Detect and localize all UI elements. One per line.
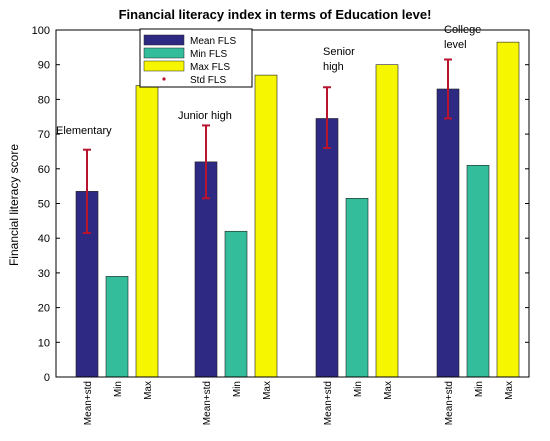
legend-swatch — [143, 34, 185, 46]
group-label: College — [444, 24, 481, 36]
category-tick-label: Min — [113, 381, 124, 397]
error-bars-layer — [83, 58, 452, 234]
legend-label: Std FLS — [190, 75, 226, 86]
legend: Mean FLS Min FLS Max FLS Std FLS — [139, 28, 253, 88]
chart-title: Financial literacy index in terms of Edu… — [118, 7, 432, 22]
group-label: high — [323, 61, 344, 73]
group-label: level — [444, 39, 467, 51]
category-tick-label: Max — [383, 381, 394, 400]
y-tick-label: 50 — [38, 199, 50, 211]
category-tick-label: Mean+std — [323, 381, 334, 425]
y-tick-label: 80 — [38, 94, 50, 106]
legend-swatch — [143, 60, 185, 72]
category-tick-label: Min — [353, 381, 364, 397]
group-label: Junior high — [178, 110, 232, 122]
category-tick-label: Max — [504, 381, 515, 400]
legend-label: Min FLS — [190, 49, 228, 60]
category-tick-label: Mean+std — [444, 381, 455, 425]
category-tick-label: Max — [262, 381, 273, 400]
y-tick-label: 0 — [44, 372, 50, 384]
category-tick-label: Mean+std — [202, 381, 213, 425]
y-tick-label: 10 — [38, 337, 50, 349]
bars-layer — [75, 41, 520, 378]
max-bar — [135, 85, 159, 378]
min-bar — [224, 230, 248, 378]
y-tick-label: 100 — [32, 25, 50, 37]
min-bar — [105, 276, 129, 378]
y-tick-label: 60 — [38, 164, 50, 176]
y-tick-label: 40 — [38, 233, 50, 245]
group-label: Elementary — [56, 125, 112, 137]
y-tick-label: 30 — [38, 268, 50, 280]
legend-marker — [162, 77, 166, 81]
min-bar — [466, 165, 490, 378]
max-bar — [254, 74, 278, 378]
min-bar — [345, 197, 369, 378]
legend-label: Max FLS — [190, 62, 230, 73]
category-tick-label: Mean+std — [83, 381, 94, 425]
mean-bar — [315, 118, 339, 378]
y-tick-label: 20 — [38, 303, 50, 315]
legend-swatch — [143, 47, 185, 59]
labels-layer: Mean+std Min Max Mean+std Min Max Mean+std Min M… — [56, 24, 515, 425]
max-bar — [375, 64, 399, 378]
axes-layer: 0 10 20 30 40 50 60 70 80 90 100 — [32, 25, 530, 384]
group-label: Senior — [323, 46, 355, 58]
mean-bar — [436, 88, 460, 378]
y-tick-label: 70 — [38, 129, 50, 141]
max-bar — [496, 41, 520, 378]
category-tick-label: Min — [474, 381, 485, 397]
y-tick-label: 90 — [38, 60, 50, 72]
legend-label: Mean FLS — [190, 36, 236, 47]
category-tick-label: Max — [143, 381, 154, 400]
category-tick-label: Min — [232, 381, 243, 397]
